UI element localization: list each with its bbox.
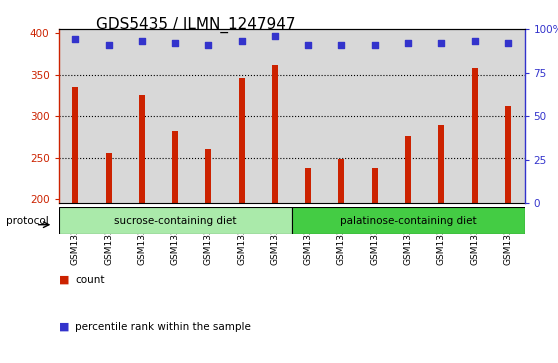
Point [337,42,346,48]
Bar [59,207,291,234]
Text: GDS5435 / ILMN_1247947: GDS5435 / ILMN_1247947 [95,16,295,33]
Point [171,40,180,46]
Point [371,42,379,48]
Point [104,42,113,48]
Text: sucrose-containing diet: sucrose-containing diet [114,216,237,225]
Bar [272,65,278,203]
Point [237,38,246,44]
Bar [425,29,458,203]
Point [403,40,412,46]
Text: count: count [75,274,105,285]
Bar [305,168,311,203]
Point [71,37,80,42]
Point [271,33,280,39]
Bar [105,154,112,203]
Bar [405,136,411,203]
Bar [472,68,478,203]
Bar [491,29,525,203]
Point [204,42,213,48]
Bar [391,29,425,203]
Bar [139,95,145,203]
Text: palatinose-containing diet: palatinose-containing diet [340,216,477,225]
Bar [225,29,258,203]
Bar [172,131,178,203]
Bar [205,148,211,203]
Bar [372,168,378,203]
Bar [439,125,444,203]
Bar [325,29,358,203]
Bar [358,29,391,203]
Point [304,42,312,48]
Bar [239,78,244,203]
Bar [505,106,511,203]
Text: ■: ■ [59,274,69,285]
Point [503,40,512,46]
Text: ■: ■ [59,322,69,332]
Bar [92,29,125,203]
Bar [458,29,491,203]
Bar [291,207,525,234]
Bar [258,29,291,203]
Text: percentile rank within the sample: percentile rank within the sample [75,322,251,332]
Bar [125,29,158,203]
Bar [339,159,344,203]
Bar [192,29,225,203]
Bar [72,87,78,203]
Bar [158,29,192,203]
Point [470,38,479,44]
Bar [59,29,92,203]
Bar [291,29,325,203]
Point [437,40,446,46]
Text: protocol: protocol [6,216,49,226]
Point [137,38,146,44]
